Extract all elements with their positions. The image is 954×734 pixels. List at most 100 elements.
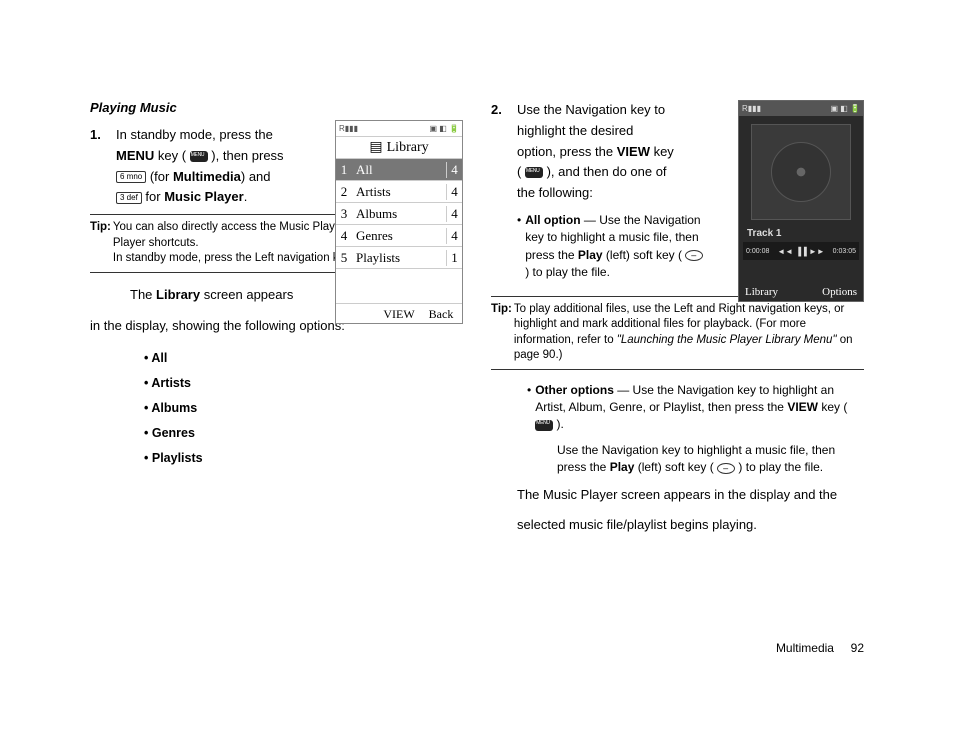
softkey-right[interactable]: Back xyxy=(420,304,462,323)
menu-key-icon xyxy=(525,167,543,178)
section-heading: Playing Music xyxy=(90,100,463,115)
text-bold: Multimedia xyxy=(173,169,241,184)
text: (for xyxy=(146,169,173,184)
time-elapsed: 0:00:08 xyxy=(746,248,769,255)
bullet-text: All option — Use the Navigation key to h… xyxy=(525,212,707,282)
right-column: 2. Use the Navigation key to highlight t… xyxy=(491,100,864,640)
softkey-right[interactable]: Options xyxy=(801,283,863,301)
text: In standby mode, press the Left navigati… xyxy=(113,252,353,264)
list-item: All xyxy=(144,346,463,371)
page-footer: Multimedia 92 xyxy=(776,641,864,655)
menu-key-icon xyxy=(535,420,553,431)
row-count: 1 xyxy=(446,250,462,266)
body-text: The Music Player screen appears in the d… xyxy=(517,485,864,506)
text-bold: VIEW xyxy=(617,144,650,159)
softkey-icon xyxy=(685,250,703,261)
row-index: 1 xyxy=(336,162,352,178)
text-bold: Library xyxy=(156,287,200,302)
text: key ( xyxy=(154,148,189,163)
screen-title: ▤ Library xyxy=(336,137,462,159)
text: ) to play the file. xyxy=(735,460,823,474)
text: The xyxy=(130,287,156,302)
library-screenshot: R▮▮▮ ▣ ◧ 🔋 ▤ Library 1 All 4 2 Artists 4… xyxy=(335,120,463,324)
text-bold: Play xyxy=(610,460,635,474)
bullet-dot: • xyxy=(527,382,531,434)
text-bold: Play xyxy=(578,248,603,262)
text-bold: All option xyxy=(525,213,580,227)
row-label: Playlists xyxy=(352,250,446,266)
softkey-left[interactable] xyxy=(336,304,378,323)
text: highlight the desired xyxy=(517,123,633,138)
text-bold: Other options xyxy=(535,383,614,397)
row-label: Genres xyxy=(352,228,446,244)
options-list: All Artists Albums Genres Playlists xyxy=(144,346,463,471)
section-name: Multimedia xyxy=(776,641,834,655)
text-bold: MENU xyxy=(116,148,154,163)
row-index: 5 xyxy=(336,250,352,266)
text: key ( xyxy=(818,400,847,414)
left-column: Playing Music 1. In standby mode, press … xyxy=(90,100,463,640)
library-row-all[interactable]: 1 All 4 xyxy=(336,159,462,181)
row-count: 4 xyxy=(446,184,462,200)
folder-icon: ▤ xyxy=(369,137,382,159)
text: . xyxy=(244,189,248,204)
softkey-center[interactable]: VIEW xyxy=(378,304,420,323)
text: for xyxy=(142,189,164,204)
row-index: 3 xyxy=(336,206,352,222)
tip-box-right: Tip: To play additional files, use the L… xyxy=(491,296,864,370)
text: Use the Navigation key to xyxy=(517,102,665,117)
text: key xyxy=(650,144,674,159)
row-label: Albums xyxy=(352,206,446,222)
text: (left) soft key ( xyxy=(634,460,717,474)
softkey-bar: Library Options xyxy=(739,283,863,301)
text: ). xyxy=(553,417,564,431)
text-bold: Music Player xyxy=(164,189,244,204)
library-row-artists[interactable]: 2 Artists 4 xyxy=(336,181,462,203)
key-3-icon: 3 def xyxy=(116,192,142,204)
row-label: All xyxy=(352,162,446,178)
text: option, press the xyxy=(517,144,617,159)
list-item: Albums xyxy=(144,396,463,421)
album-art xyxy=(751,124,851,220)
key-6-icon: 6 mno xyxy=(116,171,146,183)
step-number: 2. xyxy=(491,100,507,290)
signal-icon: R▮▮▮ xyxy=(742,104,761,113)
time-total: 0:03:05 xyxy=(833,248,856,255)
library-row-albums[interactable]: 3 Albums 4 xyxy=(336,203,462,225)
library-row-playlists[interactable]: 5 Playlists 1 xyxy=(336,247,462,269)
softkey-bar: VIEW Back xyxy=(336,303,462,323)
reference-link: "Launching the Music Player Library Menu… xyxy=(617,334,837,346)
text: (left) soft key ( xyxy=(603,248,686,262)
list-item: Artists xyxy=(144,371,463,396)
status-icons: ▣ ◧ 🔋 xyxy=(830,104,860,113)
title-text: Library xyxy=(387,137,429,159)
softkey-left[interactable]: Library xyxy=(739,283,801,301)
sub-instruction: Use the Navigation key to highlight a mu… xyxy=(557,442,864,477)
body-text: selected music file/playlist begins play… xyxy=(517,515,864,536)
bullet-text: Other options — Use the Navigation key t… xyxy=(535,382,864,434)
row-count: 4 xyxy=(446,162,462,178)
page-number: 92 xyxy=(851,641,864,655)
list-item: Playlists xyxy=(144,446,463,471)
step-number: 1. xyxy=(90,125,106,208)
text: the following: xyxy=(517,185,593,200)
status-bar: R▮▮▮ ▣ ◧ 🔋 xyxy=(336,121,462,137)
track-title: Track 1 xyxy=(739,228,863,239)
signal-icon: R▮▮▮ xyxy=(339,124,358,133)
status-icons: ▣ ◧ 🔋 xyxy=(429,124,459,133)
text: screen appears xyxy=(200,287,293,302)
row-index: 2 xyxy=(336,184,352,200)
list-item: Genres xyxy=(144,421,463,446)
library-row-genres[interactable]: 4 Genres 4 xyxy=(336,225,462,247)
row-count: 4 xyxy=(446,228,462,244)
tip-label: Tip: xyxy=(491,302,512,364)
all-option-bullet: • All option — Use the Navigation key to… xyxy=(517,212,707,282)
bullet-dot: • xyxy=(517,212,521,282)
text: ), then press xyxy=(208,148,284,163)
progress-bar[interactable]: 0:00:08 ◄◄ ▐▐ ►► 0:03:05 xyxy=(743,242,859,260)
menu-key-icon xyxy=(190,151,208,162)
text: In standby mode, press the xyxy=(116,127,273,142)
text: ) to play the file. xyxy=(525,265,610,279)
playback-controls[interactable]: ◄◄ ▐▐ ►► xyxy=(777,247,824,256)
status-bar: R▮▮▮ ▣ ◧ 🔋 xyxy=(739,101,863,116)
